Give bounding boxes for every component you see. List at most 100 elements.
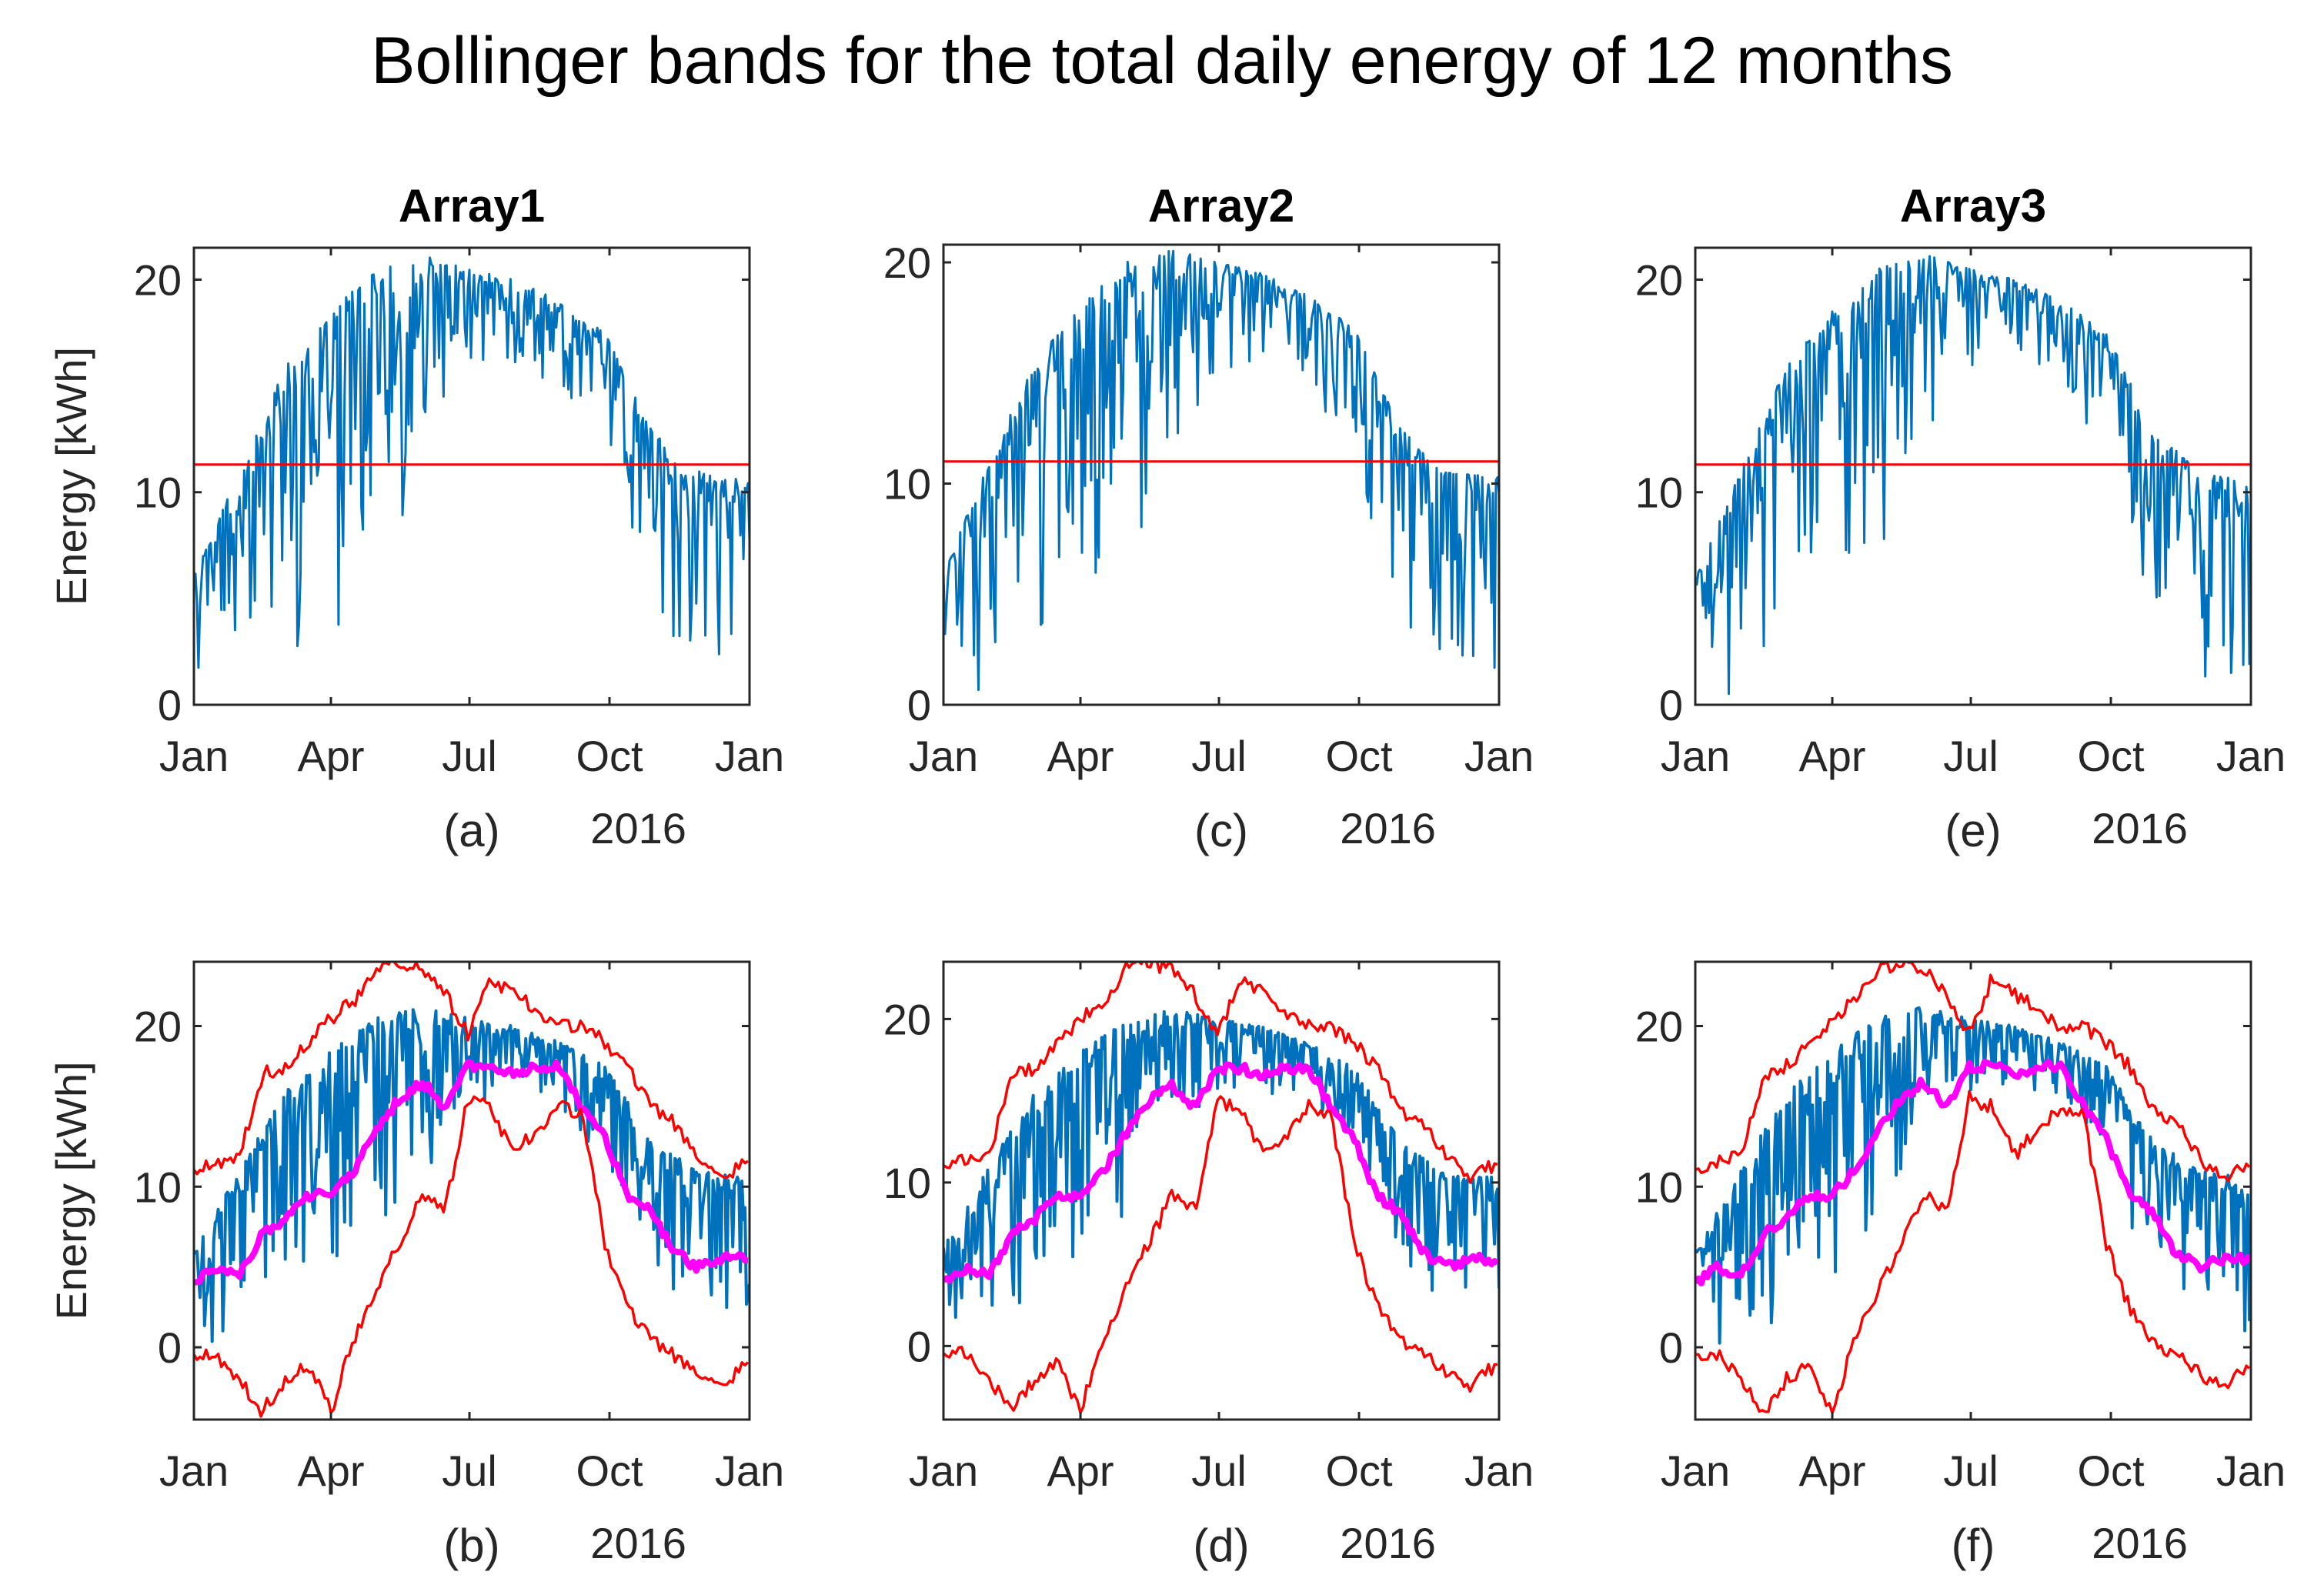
lower-band-line bbox=[1695, 1089, 2251, 1415]
year-label: 2016 bbox=[590, 804, 686, 853]
upper-band-line bbox=[943, 962, 1498, 1184]
plot-area bbox=[194, 962, 750, 1418]
panel-c: 0 10 20 Jan Apr Jul Oct Jan 2016 (c) Array2 bbox=[883, 180, 1534, 856]
figure-title: Bollinger bands for the total daily ener… bbox=[371, 24, 1953, 98]
y-tick-label: 0 bbox=[158, 1323, 182, 1372]
moving-average-line bbox=[1695, 1059, 2251, 1286]
year-label: 2016 bbox=[590, 1519, 686, 1567]
x-tick-label: Jan bbox=[1661, 1447, 1730, 1495]
panel-caption: (c) bbox=[1194, 805, 1248, 856]
moving-average-line bbox=[943, 1061, 1499, 1284]
panel-caption: (e) bbox=[1945, 805, 2001, 856]
year-label: 2016 bbox=[2092, 1519, 2188, 1567]
upper-band-line bbox=[1695, 962, 2251, 1183]
daily-energy-line bbox=[194, 256, 750, 669]
x-tick-label: Oct bbox=[2077, 1447, 2145, 1495]
x-tick-label: Jan bbox=[715, 732, 784, 780]
axes-box bbox=[942, 960, 1501, 1421]
x-tick-label: Jul bbox=[442, 732, 497, 780]
daily-energy-line bbox=[194, 1008, 750, 1343]
x-tick-label: Oct bbox=[1325, 732, 1393, 780]
y-tick-label: 20 bbox=[1635, 1003, 1683, 1051]
y-tick-label: 20 bbox=[134, 1003, 182, 1051]
x-tick-label: Jan bbox=[159, 1447, 229, 1495]
x-tick-label: Apr bbox=[297, 1447, 364, 1495]
y-tick-label: 0 bbox=[158, 681, 182, 729]
panel-caption: (f) bbox=[1952, 1520, 1995, 1571]
y-tick-label: 20 bbox=[883, 239, 931, 287]
x-tick-label: Oct bbox=[576, 732, 643, 780]
axes-box bbox=[1694, 246, 2252, 706]
panel-title: Array2 bbox=[1148, 180, 1294, 232]
x-tick-label: Oct bbox=[576, 1447, 643, 1495]
x-tick-label: Apr bbox=[1047, 732, 1114, 780]
daily-energy-line bbox=[943, 249, 1499, 692]
daily-energy-line bbox=[943, 1009, 1499, 1319]
x-tick-label: Oct bbox=[1325, 1447, 1393, 1495]
x-tick-label: Jul bbox=[442, 1447, 497, 1495]
y-tick-label: 20 bbox=[883, 995, 931, 1043]
y-tick-label: 0 bbox=[1659, 1323, 1683, 1372]
year-label: 2016 bbox=[2092, 804, 2188, 853]
y-tick-label: 10 bbox=[1635, 469, 1683, 517]
panel-d: 0 10 20 Jan Apr Jul Oct Jan 2016 (d) bbox=[883, 960, 1534, 1571]
panel-caption: (b) bbox=[443, 1520, 499, 1571]
upper-band-line bbox=[194, 962, 749, 1180]
x-tick-label: Apr bbox=[1798, 1447, 1865, 1495]
y-tick-label: 0 bbox=[907, 681, 931, 729]
lower-band-line bbox=[943, 1095, 1498, 1414]
panel-caption: (d) bbox=[1193, 1520, 1249, 1571]
panel-f: 0 10 20 Jan Apr Jul Oct Jan 2016 (f) bbox=[1635, 960, 2286, 1571]
panel-e: 0 10 20 Jan Apr Jul Oct Jan 2016 (e) Array3 bbox=[1635, 180, 2286, 856]
panel-title: Array3 bbox=[1900, 180, 2046, 232]
axes-box bbox=[192, 960, 751, 1421]
panel-b: 0 10 20 Jan Apr Jul Oct Jan 2016 (b) Energy [kWh] bbox=[47, 960, 784, 1571]
year-label: 2016 bbox=[1340, 1519, 1436, 1567]
axes-box bbox=[1694, 960, 2252, 1421]
moving-average-line bbox=[194, 1059, 749, 1286]
plot-area bbox=[1695, 255, 2251, 696]
x-tick-label: Jan bbox=[2216, 1447, 2286, 1495]
plot-area bbox=[943, 962, 1499, 1414]
y-axis-label: Energy [kWh] bbox=[47, 347, 95, 606]
x-tick-label: Oct bbox=[2077, 732, 2145, 780]
x-tick-label: Jul bbox=[1943, 1447, 1998, 1495]
x-tick-label: Apr bbox=[1798, 732, 1865, 780]
x-tick-label: Jan bbox=[715, 1447, 784, 1495]
y-tick-label: 20 bbox=[134, 255, 182, 304]
daily-energy-line bbox=[1695, 255, 2251, 696]
plot-area bbox=[194, 256, 750, 669]
y-tick-label: 0 bbox=[1659, 681, 1683, 729]
x-tick-label: Jan bbox=[1661, 732, 1730, 780]
x-tick-label: Jul bbox=[1191, 732, 1247, 780]
y-tick-label: 10 bbox=[134, 469, 182, 517]
x-tick-label: Jul bbox=[1943, 732, 1998, 780]
x-tick-label: Jan bbox=[909, 1447, 978, 1495]
y-tick-label: 10 bbox=[134, 1163, 182, 1211]
daily-energy-line bbox=[1695, 1006, 2251, 1345]
axes-box bbox=[942, 243, 1501, 706]
x-tick-label: Jan bbox=[159, 732, 229, 780]
x-tick-label: Apr bbox=[297, 732, 364, 780]
lower-band-line bbox=[194, 1095, 750, 1418]
x-tick-label: Apr bbox=[1047, 1447, 1114, 1495]
x-tick-label: Jan bbox=[1464, 1447, 1534, 1495]
x-tick-label: Jan bbox=[909, 732, 978, 780]
y-tick-label: 10 bbox=[883, 1159, 931, 1207]
y-tick-label: 0 bbox=[907, 1322, 931, 1370]
x-tick-label: Jan bbox=[1464, 732, 1534, 780]
x-tick-label: Jul bbox=[1191, 1447, 1247, 1495]
panel-title: Array1 bbox=[399, 180, 545, 232]
plot-area bbox=[943, 249, 1499, 692]
year-label: 2016 bbox=[1340, 804, 1436, 853]
panel-a: 0 10 20 Jan Apr Jul Oct Jan 2016 (a) Array1 Energy … bbox=[47, 180, 784, 856]
y-tick-label: 10 bbox=[1635, 1163, 1683, 1211]
panel-caption: (a) bbox=[443, 805, 499, 856]
axes-box bbox=[192, 246, 751, 706]
x-tick-label: Jan bbox=[2216, 732, 2286, 780]
y-tick-label: 20 bbox=[1635, 255, 1683, 304]
plot-area bbox=[1695, 962, 2251, 1415]
y-axis-label: Energy [kWh] bbox=[47, 1061, 95, 1320]
y-tick-label: 10 bbox=[883, 460, 931, 509]
